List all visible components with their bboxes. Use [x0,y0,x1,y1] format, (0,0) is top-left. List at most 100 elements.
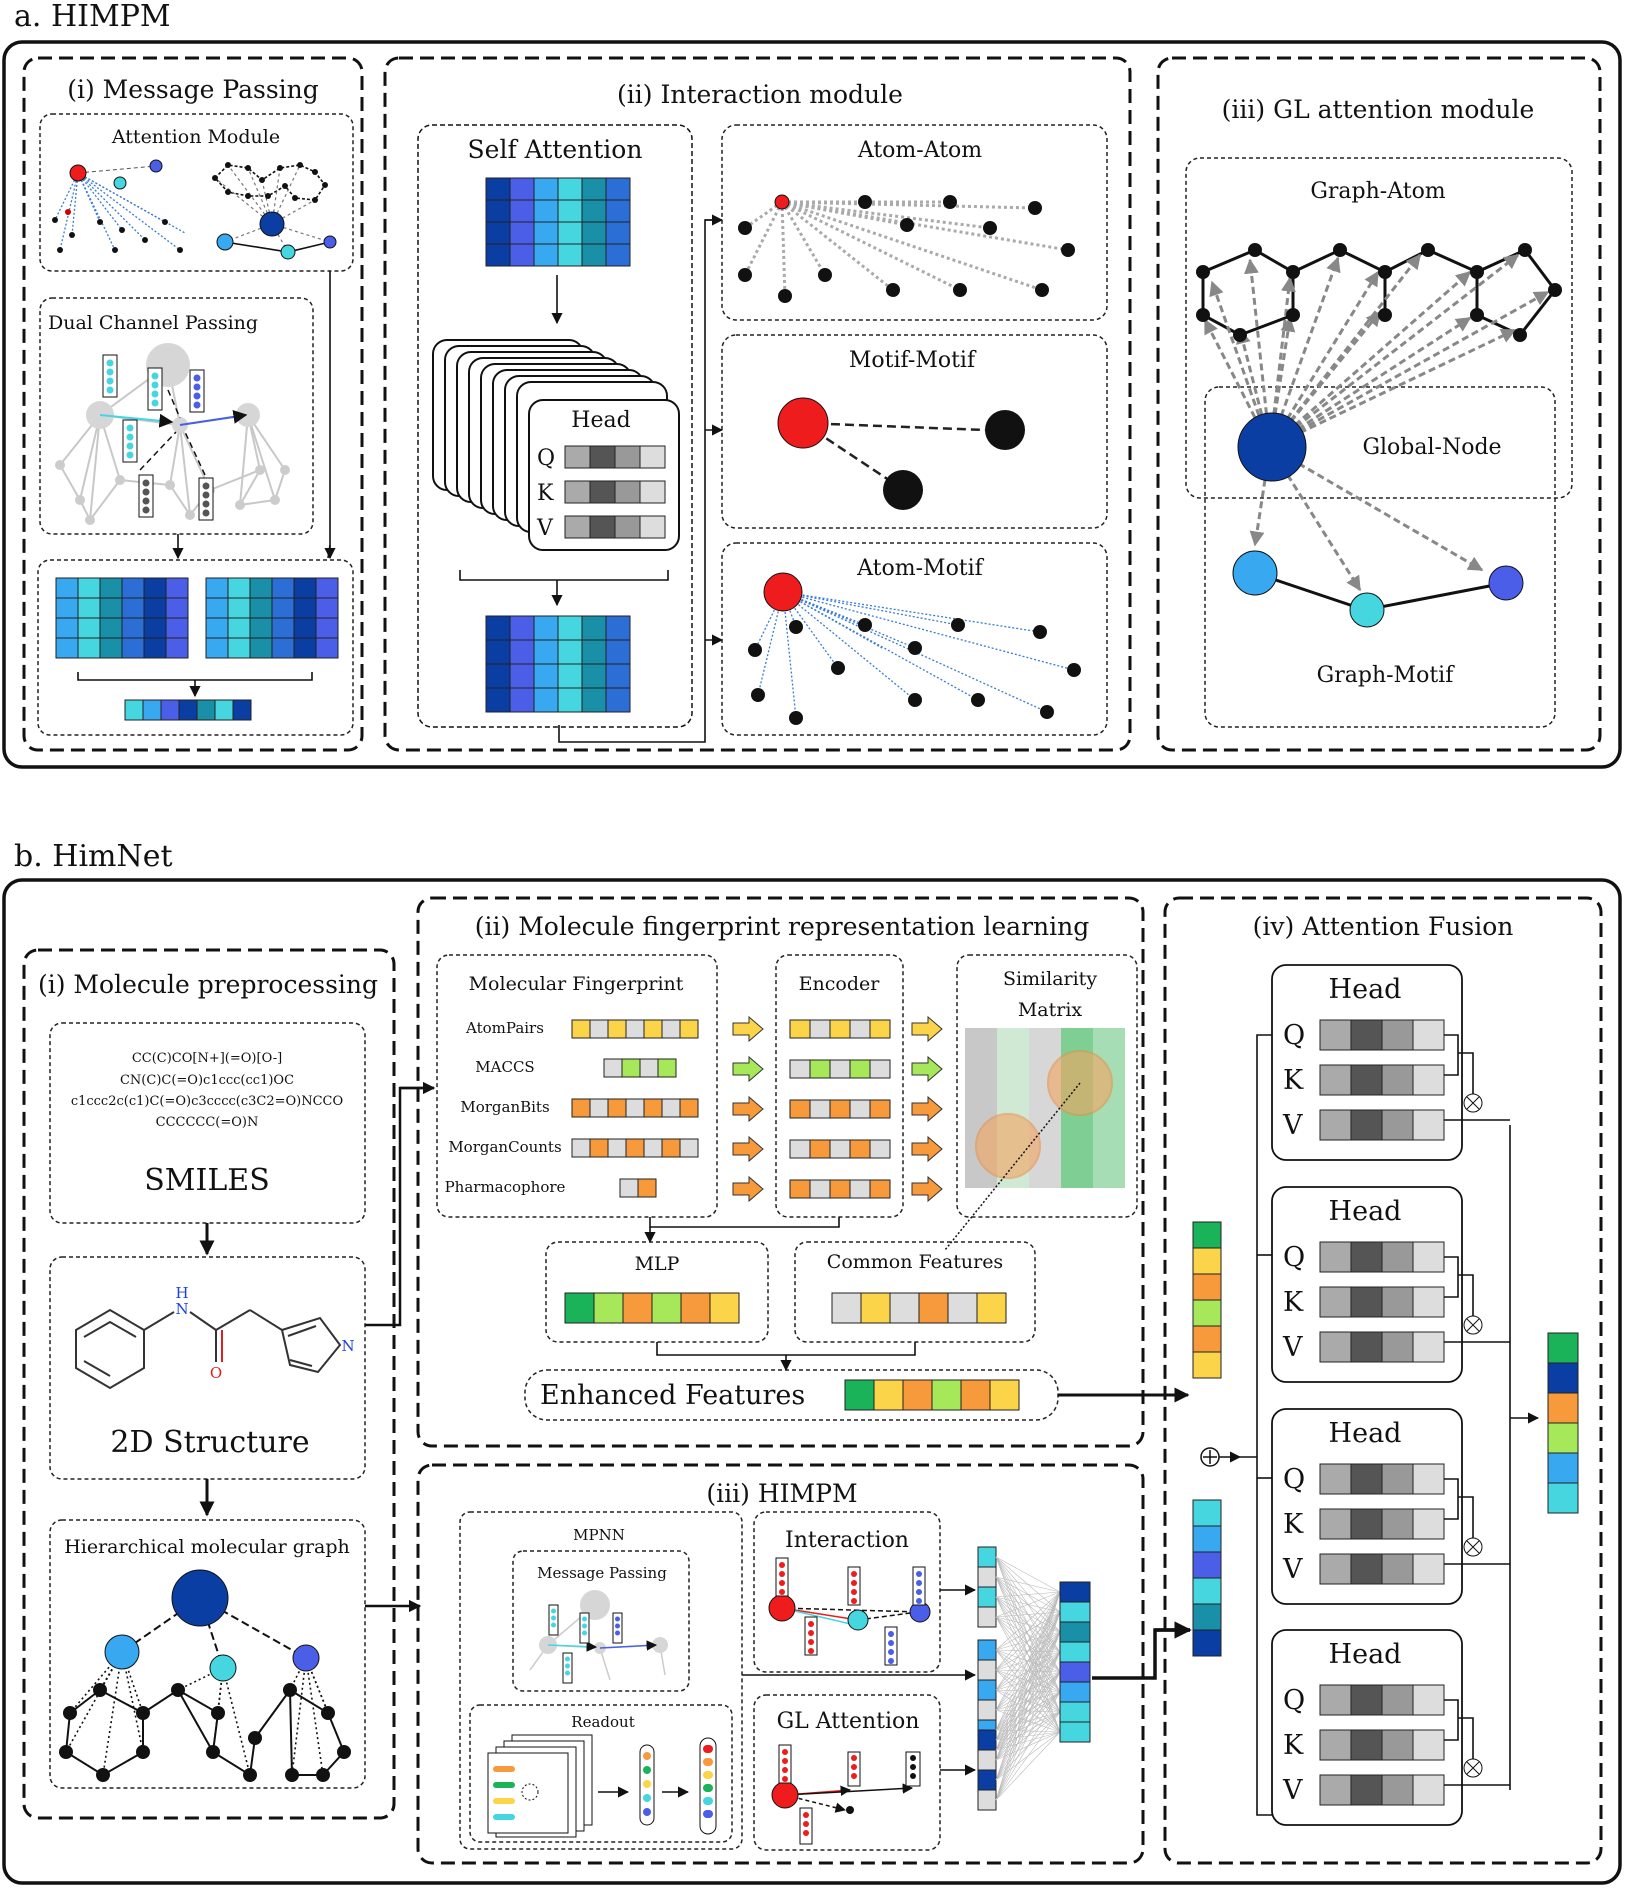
atom-motif-label: Atom-Motif [856,556,985,581]
concat-vectors [1192,1221,1222,1657]
self-attention-matrix-in [485,177,631,267]
preprocessing-title: (i) Molecule preprocessing [38,970,378,999]
fusion-output-vector [1547,1332,1579,1514]
head-stack [432,339,680,551]
atom-motif-graph [748,572,1081,725]
interaction-title: (ii) Interaction module [617,80,903,109]
similarity-label-2: Matrix [1018,999,1083,1021]
enhanced-features-bar [844,1379,1020,1411]
molecule-structure [75,1308,342,1390]
fp-maccs: MACCS [475,1058,534,1076]
fusion-k-label: K [1283,1065,1304,1096]
common-features-bar [831,1292,1007,1324]
fusion-v-label: V [1282,1775,1303,1806]
fusion-v-label: V [1282,1554,1303,1585]
mlp-label: MLP [635,1253,680,1275]
fusion-head-label: Head [1329,1418,1402,1449]
encoder-label: Encoder [799,973,881,995]
fusion-k-label: K [1283,1287,1304,1318]
fusion-head-label: Head [1329,1196,1402,1227]
panel-a-frame [2,40,1622,769]
readout-vector [124,699,252,721]
fusion-q-label: Q [1283,1464,1305,1495]
interaction-section: (ii) Interaction module Self Attention H… [383,56,1132,752]
fusion-q-label: Q [1283,1685,1305,1716]
readout-matrices [55,577,339,659]
fusion-q-label: Q [1283,1020,1305,1051]
self-attention-matrix-out [485,615,631,713]
fingerprint-bars [571,1019,699,1198]
himpm-title: (iii) HIMPM [706,1479,857,1508]
gl-attention-title: (iii) GL attention module [1222,95,1535,124]
enhanced-features-label: Enhanced Features [540,1380,805,1411]
fp-morganbits: MorganBits [460,1098,549,1116]
fusion-section: (iv) Attention Fusion HeadQKVHeadQKVHead… [1163,896,1603,1865]
smiles-line-4: CCCCCC(=O)N [156,1115,259,1130]
gl-graph [1196,243,1562,628]
interaction-mini-graph [768,1557,931,1666]
attention-module-label: Attention Module [111,126,280,148]
himpm-output-vectors [977,1546,1091,1811]
attention-graph-left [52,159,186,253]
v-label: V [536,516,554,541]
message-passing-section: (i) Message Passing Attention Module [22,56,364,752]
atom-n-label: N [341,1337,354,1355]
panel-b-title: b. HimNet [14,839,173,874]
head-qkv-bars [564,445,666,539]
atom-atom-label: Atom-Atom [857,138,982,163]
gl-mini-graph [771,1744,921,1845]
fingerprint-title: (ii) Molecule fingerprint representation… [475,912,1089,941]
dual-channel-graph [55,343,290,525]
hier-graph-label: Hierarchical molecular graph [64,1536,350,1558]
graph-atom-label: Graph-Atom [1310,179,1445,204]
readout-label: Readout [571,1713,634,1731]
fusion-head-label: Head [1329,974,1402,1005]
smiles-line-2: CN(C)C(=O)c1ccc(cc1)OC [120,1073,294,1088]
mol-fp-label: Molecular Fingerprint [469,973,684,995]
atom-atom-graph [738,194,1075,303]
fusion-title: (iv) Attention Fusion [1253,912,1514,941]
mpnn-label: MPNN [573,1526,625,1544]
fp-pharmacophore: Pharmacophore [445,1178,566,1196]
structure-label: 2D Structure [110,1425,309,1460]
message-passing-label: Message Passing [537,1564,667,1582]
himpm-section: (iii) HIMPM MPNN Message Passing [416,1463,1145,1865]
interaction-label: Interaction [785,1528,909,1553]
panel-a-title: a. HIMPM [14,0,171,34]
fp-atompairs: AtomPairs [465,1019,544,1037]
motif-motif-label: Motif-Motif [849,348,977,373]
dual-channel-label: Dual Channel Passing [48,312,258,334]
fusion-k-label: K [1283,1730,1304,1761]
panel-b-frame [2,878,1622,1885]
fingerprint-arrows [732,1015,943,1203]
smiles-line-3: c1ccc2c(c1)C(=O)c3cccc(c3C2=O)NCCO [71,1094,343,1109]
encoder-bars [789,1019,891,1199]
mlp-bar [564,1292,740,1324]
gl-attention-label: GL Attention [777,1709,920,1734]
fusion-q-label: Q [1283,1242,1305,1273]
mini-message-passing [529,1590,668,1684]
graph-motif-label: Graph-Motif [1317,663,1456,688]
smiles-line-1: CC(C)CO[N+](=O)[O-] [132,1051,282,1066]
fusion-head-label: Head [1329,1639,1402,1670]
fp-morgancounts: MorganCounts [448,1138,561,1156]
atom-nh-label: N [175,1300,188,1318]
similarity-label-1: Similarity [1003,968,1097,990]
smiles-label: SMILES [144,1163,270,1198]
message-passing-title: (i) Message Passing [67,75,319,104]
fusion-k-label: K [1283,1509,1304,1540]
self-attention-label: Self Attention [468,135,643,164]
global-node-label: Global-Node [1362,435,1501,460]
common-features-label: Common Features [827,1251,1003,1273]
fusion-v-label: V [1282,1332,1303,1363]
motif-motif-graph [777,397,1025,510]
gl-attention-section: (iii) GL attention module Graph-Atom Glo… [1156,56,1602,752]
fingerprint-section: (ii) Molecule fingerprint representation… [416,896,1145,1448]
head-label: Head [571,408,630,433]
q-label: Q [537,446,555,471]
preprocessing-section: (i) Molecule preprocessing CC(C)CO[N+](=… [22,948,396,1820]
attention-graph-right [212,162,337,260]
atom-h-label: H [175,1284,188,1302]
